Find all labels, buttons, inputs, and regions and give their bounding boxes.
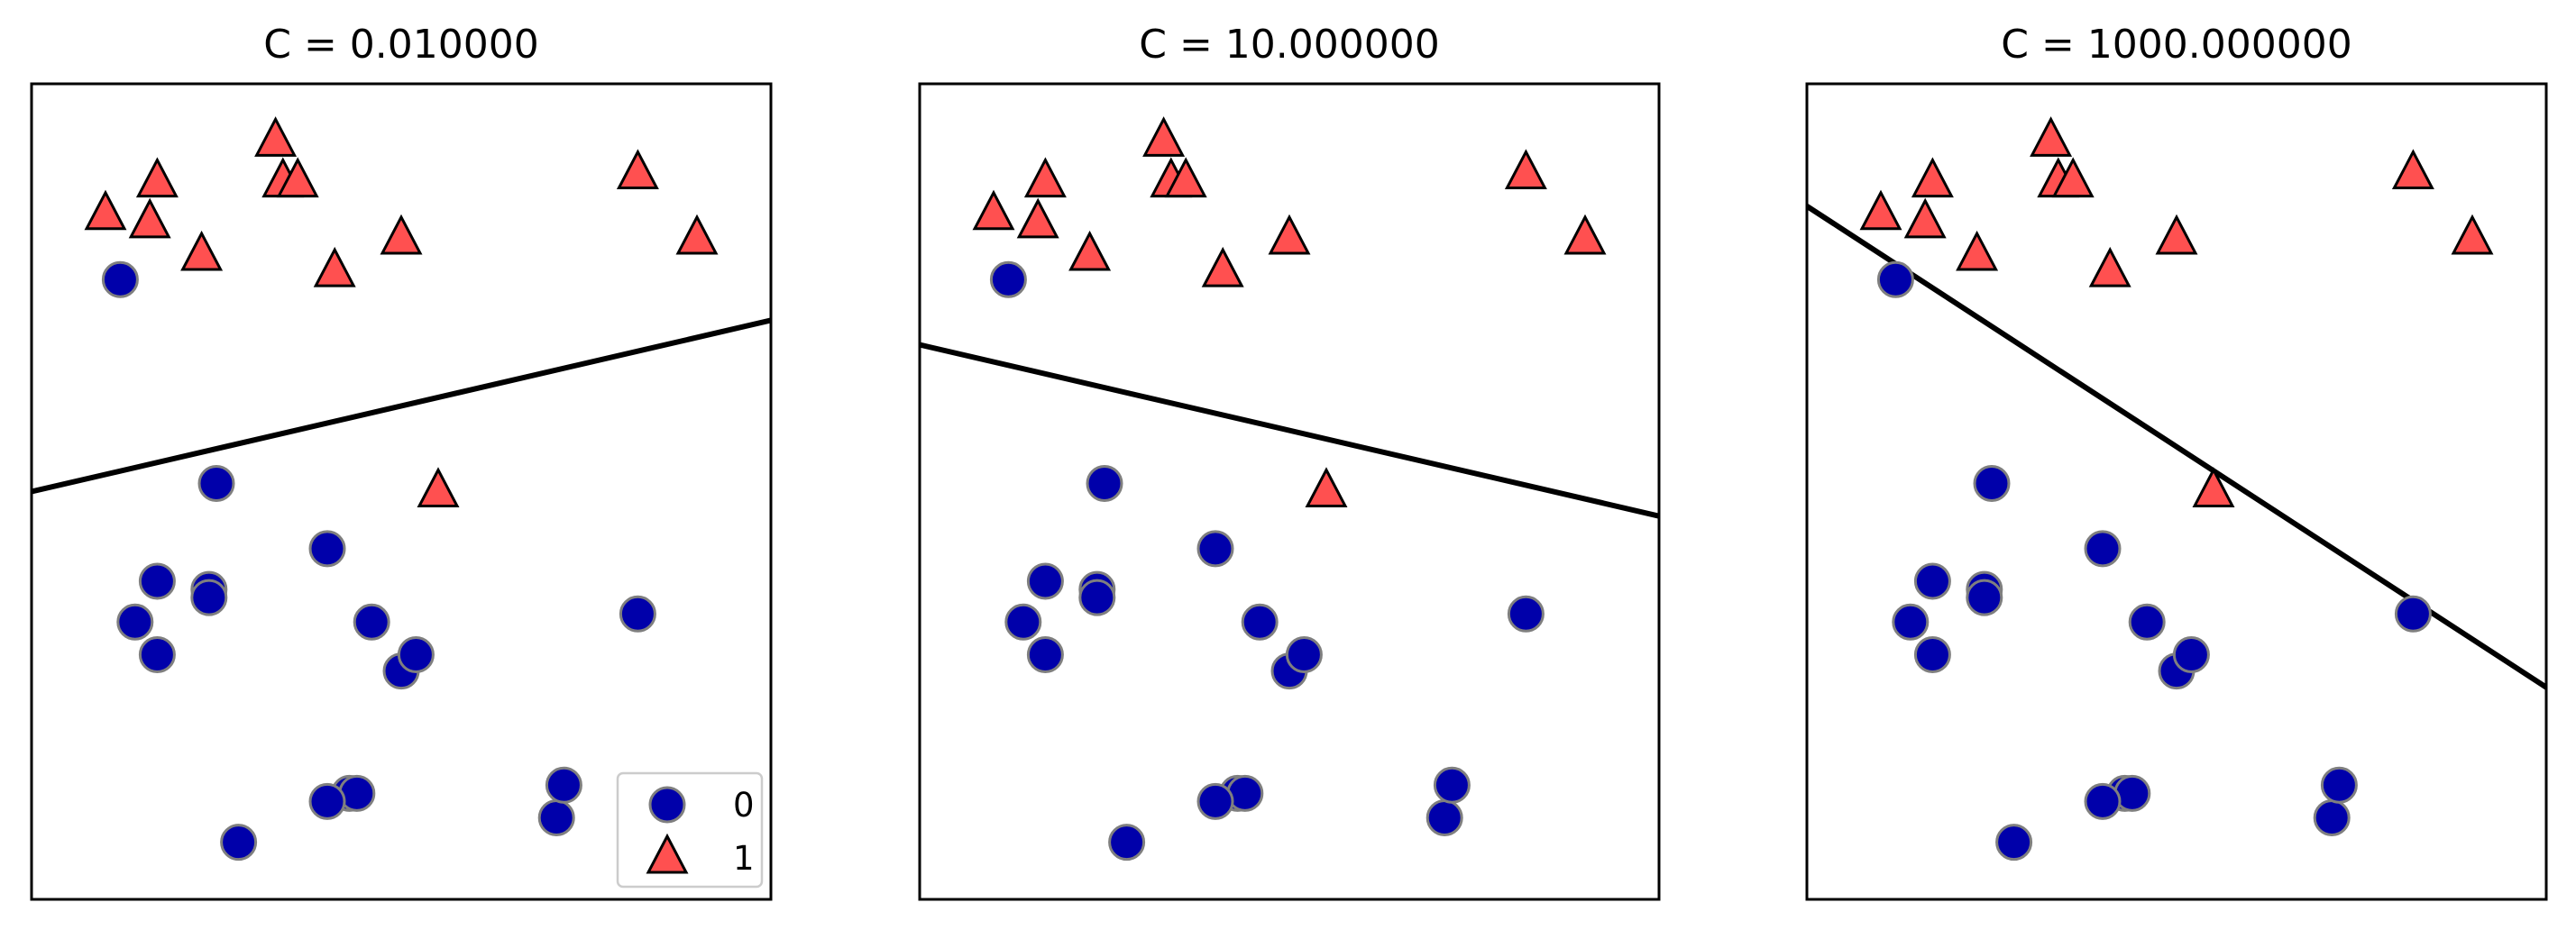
class-0-point xyxy=(101,260,139,298)
class-0-point xyxy=(1507,595,1545,633)
class-1-point xyxy=(1911,157,1954,198)
class-0-point xyxy=(1241,603,1279,641)
class-0-point xyxy=(1196,782,1234,820)
class-1-point xyxy=(1305,467,1348,507)
class-1-point xyxy=(84,189,127,231)
legend-circle-icon xyxy=(648,786,686,824)
class-0-point xyxy=(1966,579,2003,616)
class-1-point xyxy=(1268,214,1311,255)
class-0-point xyxy=(308,530,346,568)
class-0-point xyxy=(2394,595,2432,633)
chart-title: C = 1000.000000 xyxy=(2001,22,2352,68)
class-1-point xyxy=(2155,214,2198,255)
class-0-point xyxy=(1086,464,1123,502)
class-0-point xyxy=(1196,530,1234,568)
class-0-point xyxy=(1892,603,1930,641)
class-0-point xyxy=(989,260,1027,298)
class-0-point xyxy=(138,562,176,600)
class-1-point xyxy=(1142,116,1186,157)
class-1-point xyxy=(254,116,298,157)
class-1-point xyxy=(1956,230,1999,271)
class-0-point xyxy=(2084,782,2122,820)
class-1-point xyxy=(2051,157,2095,198)
class-1-point xyxy=(135,157,179,198)
class-1-point xyxy=(1201,246,1244,287)
legend-label-1: 1 xyxy=(733,839,755,878)
class-1-point xyxy=(1164,157,1207,198)
class-0-point xyxy=(2320,766,2358,804)
class-0-point xyxy=(545,766,582,804)
class-0-point xyxy=(397,636,435,673)
chart-title: C = 10.000000 xyxy=(1139,22,1440,68)
class-0-point xyxy=(2128,603,2166,641)
legend-triangle-icon xyxy=(646,833,689,874)
axes-frame xyxy=(1805,82,2548,901)
class-0-point xyxy=(2084,530,2122,568)
class-1-point xyxy=(380,214,423,255)
axes-frame xyxy=(30,82,773,901)
class-0-point xyxy=(138,636,176,673)
class-0-point xyxy=(220,824,258,862)
class-1-point xyxy=(1016,197,1059,239)
class-0-point xyxy=(1026,636,1064,673)
class-0-point xyxy=(308,782,346,820)
class-1-point xyxy=(313,246,356,287)
class-0-point xyxy=(1108,824,1146,862)
class-0-point xyxy=(116,603,154,641)
class-0-point xyxy=(190,579,228,616)
class-1-point xyxy=(2451,214,2494,255)
class-1-point xyxy=(1504,149,1547,190)
class-0-point xyxy=(1004,603,1042,641)
class-1-point xyxy=(180,230,224,271)
class-0-point xyxy=(1433,766,1471,804)
chart-title: C = 0.010000 xyxy=(263,22,539,68)
class-0-point xyxy=(1876,260,1914,298)
class-0-point xyxy=(2172,636,2210,673)
class-1-point xyxy=(1023,157,1067,198)
class-1-point xyxy=(1563,214,1607,255)
class-0-point xyxy=(619,595,656,633)
chart-panel-2: C = 10.000000 xyxy=(918,22,1661,901)
class-1-point xyxy=(128,197,171,239)
class-1-point xyxy=(972,189,1015,231)
class-0-point xyxy=(1026,562,1064,600)
class-1-point xyxy=(2391,149,2434,190)
class-1-point xyxy=(616,149,659,190)
class-0-point xyxy=(1426,799,1463,836)
class-1-point xyxy=(675,214,719,255)
axes-frame xyxy=(918,82,1661,901)
chart-panel-3: C = 1000.000000 xyxy=(1805,22,2548,901)
class-0-point xyxy=(353,603,390,641)
legend-label-0: 0 xyxy=(733,786,755,825)
class-0-point xyxy=(1285,636,1323,673)
decision-boundary-line xyxy=(920,342,1659,519)
class-0-point xyxy=(1913,636,1951,673)
class-1-point xyxy=(1859,189,1902,231)
class-0-point xyxy=(1913,562,1951,600)
class-1-point xyxy=(276,157,319,198)
decision-boundary-line xyxy=(32,317,771,495)
class-1-point xyxy=(2030,116,2073,157)
class-1-point xyxy=(2088,246,2131,287)
legend: 01 xyxy=(616,771,764,889)
class-0-point xyxy=(1078,579,1116,616)
class-0-point xyxy=(1995,824,2033,862)
class-0-point xyxy=(2313,799,2351,836)
class-1-point xyxy=(2192,467,2235,507)
class-1-point xyxy=(1068,230,1112,271)
class-0-point xyxy=(537,799,575,836)
class-0-point xyxy=(1973,464,2011,502)
class-1-point xyxy=(1903,197,1947,239)
class-0-point xyxy=(197,464,235,502)
class-1-point xyxy=(417,467,460,507)
